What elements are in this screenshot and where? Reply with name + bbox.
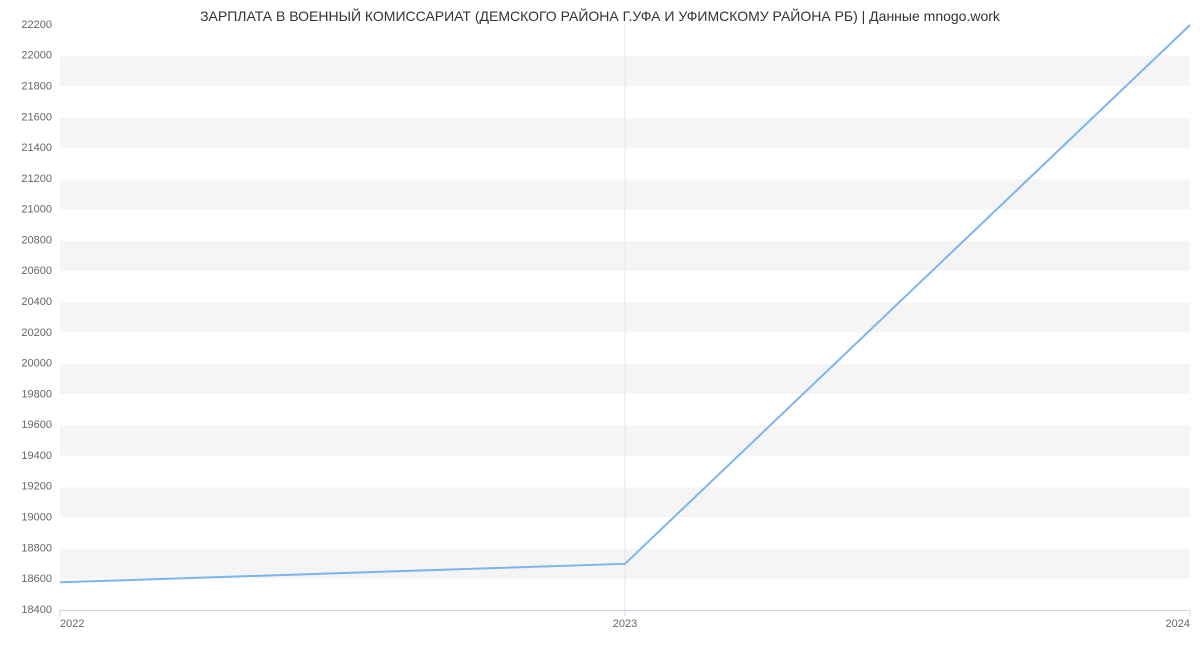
plot-svg: 1840018600188001900019200194001960019800… (60, 25, 1190, 635)
svg-text:18400: 18400 (21, 604, 52, 616)
svg-text:19400: 19400 (21, 450, 52, 462)
svg-text:22000: 22000 (21, 50, 52, 62)
svg-text:18600: 18600 (21, 573, 52, 585)
svg-text:19000: 19000 (21, 512, 52, 524)
svg-text:20800: 20800 (21, 234, 52, 246)
salary-chart: ЗАРПЛАТА В ВОЕННЫЙ КОМИССАРИАТ (ДЕМСКОГО… (0, 0, 1200, 650)
svg-text:20400: 20400 (21, 296, 52, 308)
svg-text:21400: 21400 (21, 142, 52, 154)
plot-area: 1840018600188001900019200194001960019800… (60, 25, 1190, 610)
svg-text:19800: 19800 (21, 388, 52, 400)
svg-text:21000: 21000 (21, 204, 52, 216)
svg-text:18800: 18800 (21, 542, 52, 554)
svg-text:19600: 19600 (21, 419, 52, 431)
svg-text:22200: 22200 (21, 19, 52, 31)
svg-text:19200: 19200 (21, 481, 52, 493)
svg-text:2023: 2023 (613, 618, 637, 630)
svg-text:20200: 20200 (21, 327, 52, 339)
chart-title: ЗАРПЛАТА В ВОЕННЫЙ КОМИССАРИАТ (ДЕМСКОГО… (0, 8, 1200, 24)
svg-text:21600: 21600 (21, 111, 52, 123)
svg-text:21800: 21800 (21, 80, 52, 92)
svg-text:2024: 2024 (1166, 618, 1190, 630)
svg-text:21200: 21200 (21, 173, 52, 185)
svg-text:20600: 20600 (21, 265, 52, 277)
svg-text:2022: 2022 (60, 618, 84, 630)
svg-text:20000: 20000 (21, 358, 52, 370)
